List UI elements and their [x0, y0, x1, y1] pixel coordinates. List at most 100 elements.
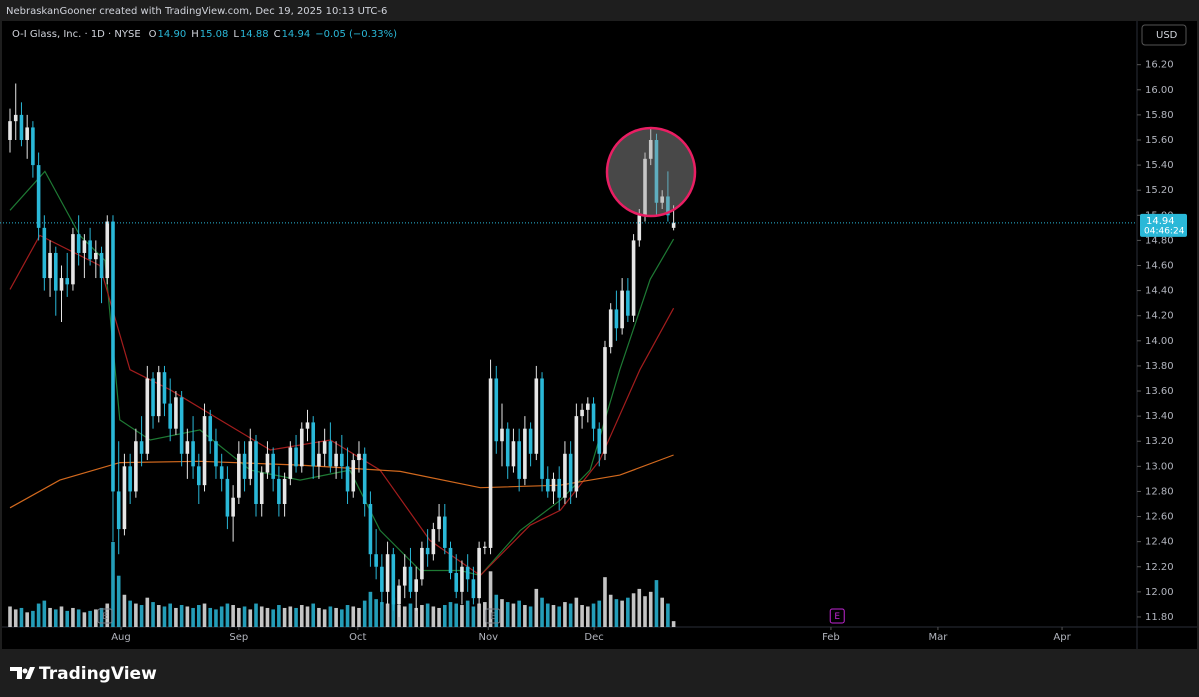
x-tick-label: Sep [229, 632, 248, 643]
candle-body [214, 441, 218, 467]
y-tick-label: 14.00 [1145, 336, 1174, 347]
candle-body [271, 453, 275, 479]
volume-bar [294, 607, 298, 627]
volume-bar [511, 603, 516, 627]
candle-body [311, 422, 316, 467]
candle-body [368, 503, 373, 555]
candle-body [385, 554, 390, 592]
earnings-marker [485, 608, 501, 624]
volume-bar [179, 605, 184, 627]
volume-bar [99, 607, 104, 627]
candle-body [202, 416, 207, 486]
currency-box[interactable] [1141, 24, 1187, 46]
candle-body [242, 453, 247, 479]
volume-bar [322, 609, 327, 627]
candle-body [568, 453, 573, 492]
volume-bar [534, 588, 539, 627]
volume-bar [82, 612, 87, 627]
candle-body [483, 546, 487, 548]
y-tick-label: 15.60 [1145, 135, 1174, 146]
candle-body [88, 240, 92, 260]
legend-change: −0.05 (−0.33%) [315, 29, 397, 40]
volume-bar [225, 603, 230, 627]
candle-body [511, 441, 516, 467]
x-tick-label: Mar [928, 632, 948, 643]
logo [10, 667, 35, 679]
candle-body [580, 409, 584, 417]
volume-bar [437, 607, 441, 627]
volume-bar [391, 597, 396, 627]
volume-bar [597, 600, 602, 627]
candle-body [402, 566, 407, 586]
volume-bar [42, 600, 47, 627]
moving-average [9, 234, 675, 577]
volume-bar [488, 571, 493, 627]
volume-bar [620, 600, 624, 627]
volume-bar [648, 591, 653, 627]
volume-bar [242, 606, 247, 627]
y-tick-label: 14.20 [1145, 311, 1174, 322]
candle-body [500, 428, 504, 442]
volume-bar [608, 594, 613, 627]
volume-bar [174, 607, 178, 627]
volume-bar [545, 603, 550, 627]
candle-body [591, 403, 596, 429]
candle-body [437, 516, 441, 530]
volume-bar [196, 605, 201, 627]
candle-body [277, 478, 281, 504]
volume-bar [340, 609, 344, 627]
y-tick-label: 13.80 [1145, 361, 1174, 372]
currency: USD [1156, 30, 1178, 41]
volume-bar [425, 603, 430, 627]
volume-bar [139, 605, 144, 627]
volume-bar [660, 597, 664, 627]
volume-bar [603, 577, 607, 627]
candle-body [288, 447, 293, 479]
candle-body [477, 547, 481, 599]
y-tick-label: 16.20 [1145, 60, 1174, 71]
highlight-circle [605, 126, 697, 218]
volume-bar [76, 609, 81, 627]
earnings-label: E [102, 612, 108, 622]
volume-bar [574, 597, 579, 627]
candle-body [454, 573, 459, 592]
candle-body [13, 114, 18, 122]
x-tick-label: Nov [479, 632, 499, 643]
y-tick-label: 12.00 [1145, 587, 1174, 598]
volume-bar [402, 606, 407, 627]
candle-body [196, 466, 201, 486]
candle-body [648, 139, 653, 159]
volume-bar [528, 606, 533, 627]
candle-body [48, 252, 52, 279]
volume-bar [460, 605, 464, 627]
volume-bar [94, 609, 98, 627]
volume-bar [248, 609, 253, 627]
volume-bar [208, 607, 213, 627]
volume-bar [580, 605, 584, 627]
y-tick-label: 12.80 [1145, 486, 1174, 497]
volume-bar [368, 591, 373, 627]
candle-body [643, 158, 647, 216]
brand: TradingView [39, 664, 157, 684]
volume-bar [48, 607, 52, 627]
volume-bar [471, 606, 476, 627]
earnings-label: E [834, 612, 840, 622]
candle-body [36, 165, 41, 228]
y-tick-label: 13.20 [1145, 436, 1174, 447]
candle-body [551, 478, 556, 492]
volume-bar [13, 609, 18, 627]
candle-body [557, 478, 562, 498]
volume-bar [643, 596, 647, 627]
volume-bar [134, 603, 138, 627]
candle-body [660, 196, 664, 203]
volume-bar [614, 599, 619, 627]
y-tick-label: 13.00 [1145, 461, 1174, 472]
volume-bar [237, 607, 241, 627]
candle-body [53, 252, 58, 291]
volume-bar [568, 603, 573, 627]
candle-body [128, 466, 132, 492]
earnings-marker [97, 608, 113, 624]
